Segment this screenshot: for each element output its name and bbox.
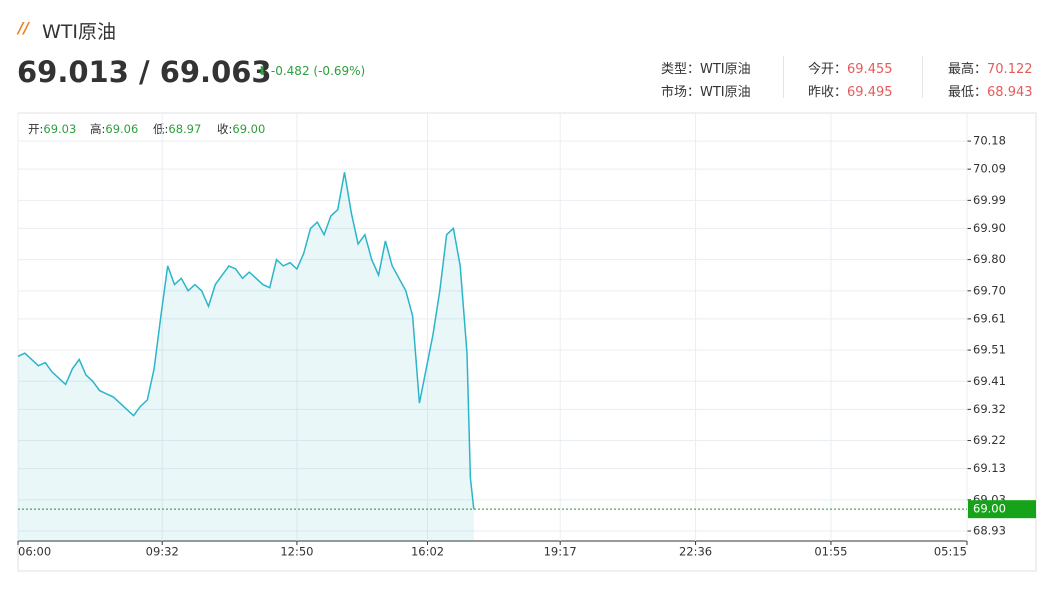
separator <box>922 56 923 98</box>
ohlc-value: 69.06 <box>105 122 138 136</box>
ohlc-label: 收: <box>217 122 232 136</box>
info-item: 最高：70.122 <box>948 58 1033 77</box>
ohlc-label: 开: <box>28 122 43 136</box>
x-tick-label: 22:36 <box>679 545 712 559</box>
y-tick-label: 69.99 <box>973 193 1006 207</box>
x-tick-label: 12:50 <box>280 545 313 559</box>
ohlc-label: 高: <box>90 122 105 136</box>
info-label: 市场： <box>661 85 701 100</box>
info-value: 69.495 <box>847 85 893 100</box>
x-tick-label: 06:00 <box>18 545 51 559</box>
y-tick-label: 69.61 <box>973 311 1006 325</box>
y-tick-label: 70.09 <box>973 162 1006 176</box>
y-tick-label: 68.93 <box>973 524 1006 538</box>
change-value: -0.482 (-0.69%) <box>270 64 366 78</box>
x-tick-label: 05:15 <box>934 545 967 559</box>
ohlc-item: 开:69.03 <box>28 122 76 136</box>
last-price-label: 69.00 <box>973 502 1006 516</box>
info-value: 69.455 <box>847 62 893 77</box>
price: 69.013 / 69.063 <box>17 55 272 89</box>
separator <box>783 56 784 98</box>
y-tick-label: 69.13 <box>973 461 1006 475</box>
info-value: WTI原油 <box>700 85 751 100</box>
y-tick-label: 69.41 <box>973 374 1006 388</box>
y-tick-label: 70.18 <box>973 134 1006 148</box>
x-tick-label: 19:17 <box>544 545 577 559</box>
ohlc-value: 68.97 <box>168 122 201 136</box>
chart-frame <box>17 112 1037 572</box>
y-tick-label: 69.70 <box>973 283 1006 297</box>
down-arrow: ⬇ <box>257 64 268 78</box>
y-tick-label: 69.51 <box>973 343 1006 357</box>
y-tick-label: 69.32 <box>973 402 1006 416</box>
y-tick-label: 69.03 <box>973 492 1006 506</box>
area <box>18 172 474 542</box>
info-item: 昨收：69.495 <box>808 81 893 100</box>
ohlc-value: 69.00 <box>232 122 265 136</box>
ohlc-item: 收:69.00 <box>217 122 265 136</box>
info-label: 今开： <box>808 62 848 77</box>
info-item: 最低：68.943 <box>948 81 1033 100</box>
x-tick-label: 01:55 <box>814 545 847 559</box>
x-tick-label: 16:02 <box>411 545 444 559</box>
last-price-tag <box>968 500 1036 519</box>
info-item: 今开：69.455 <box>808 58 893 77</box>
info-label: 昨收： <box>808 85 848 100</box>
y-tick-label: 69.80 <box>973 252 1006 266</box>
x-tick-label: 09:32 <box>146 545 179 559</box>
info-value: 70.122 <box>987 62 1033 77</box>
change: ⬇ -0.482 (-0.69%) <box>257 64 365 78</box>
y-tick-label: 69.90 <box>973 221 1006 235</box>
info-value: WTI原油 <box>700 62 751 77</box>
ohlc-value: 69.03 <box>43 122 76 136</box>
info-item: 市场：WTI原油 <box>661 81 751 100</box>
title: WTI原油 <box>42 21 116 43</box>
info-label: 最低： <box>948 85 988 100</box>
info-label: 类型： <box>661 62 701 77</box>
logo-icon: // <box>18 19 29 37</box>
info-value: 68.943 <box>987 85 1033 100</box>
ohlc-label: 低: <box>153 122 168 136</box>
info-item: 类型：WTI原油 <box>661 58 751 77</box>
ohlc-item: 高:69.06 <box>90 122 138 136</box>
info-label: 最高： <box>948 62 988 77</box>
ohlc-item: 低:68.97 <box>153 122 201 136</box>
line <box>17 172 475 510</box>
y-tick-label: 69.22 <box>973 433 1006 447</box>
